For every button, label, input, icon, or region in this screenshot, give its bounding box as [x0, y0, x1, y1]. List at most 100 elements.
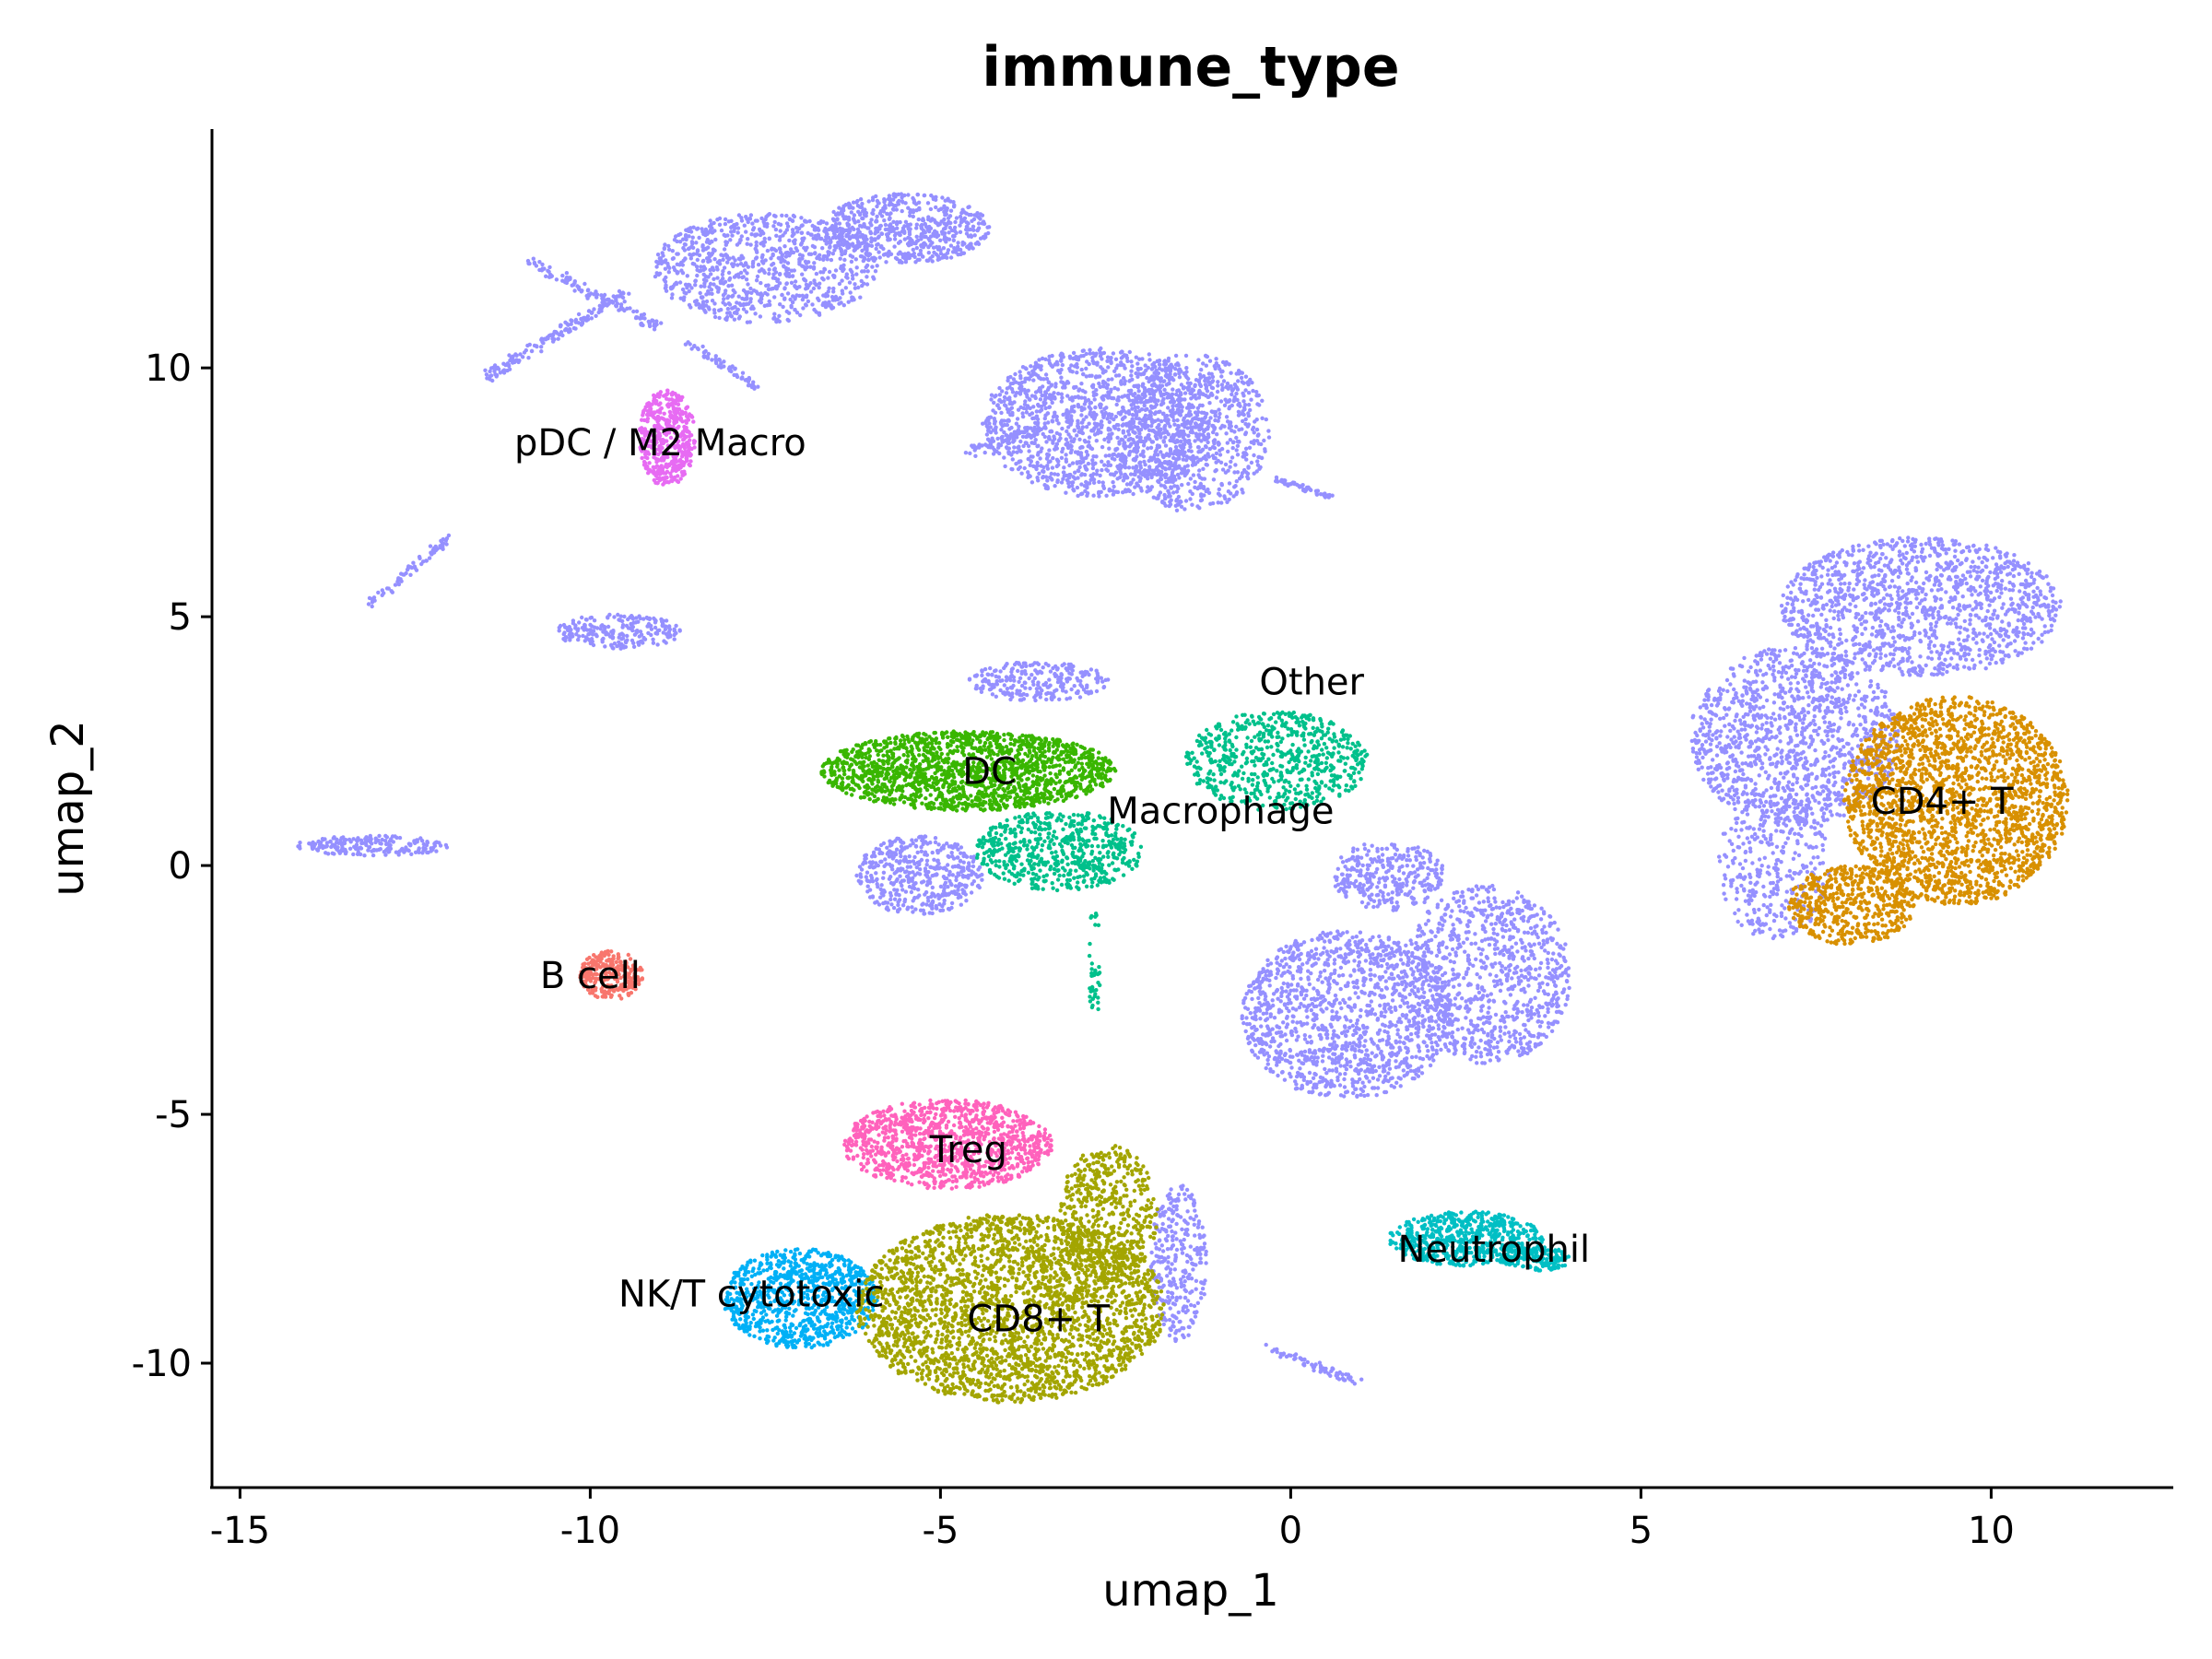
data-point	[1260, 416, 1265, 420]
data-point	[871, 207, 876, 213]
data-point	[1106, 677, 1111, 682]
point-cluster-other	[653, 212, 879, 324]
data-point	[556, 336, 560, 341]
data-point	[1151, 393, 1156, 397]
data-point	[701, 265, 706, 269]
data-point	[891, 192, 896, 197]
data-point	[1201, 466, 1206, 471]
data-point	[751, 259, 756, 265]
data-point	[1214, 467, 1218, 473]
data-point	[1083, 399, 1088, 404]
data-point	[736, 213, 742, 218]
data-point	[1004, 391, 1009, 395]
data-point	[695, 249, 700, 253]
data-point	[892, 897, 898, 901]
data-point	[1167, 465, 1172, 471]
data-point	[1049, 696, 1054, 700]
data-point	[1121, 438, 1125, 442]
data-point	[610, 631, 615, 636]
data-point	[684, 237, 688, 242]
data-point	[871, 211, 876, 217]
data-point	[1195, 406, 1201, 410]
data-point	[1043, 680, 1049, 686]
data-point	[1059, 480, 1065, 485]
data-point	[1089, 414, 1095, 419]
data-point	[888, 890, 893, 896]
data-point	[400, 848, 405, 853]
data-point	[1129, 369, 1134, 373]
data-point	[1098, 350, 1103, 355]
data-point	[696, 347, 700, 352]
data-point	[539, 349, 544, 354]
data-point	[1206, 454, 1212, 459]
data-point	[1019, 671, 1024, 676]
data-point	[787, 253, 792, 258]
data-point	[1112, 457, 1117, 462]
data-point	[1159, 428, 1163, 432]
data-point	[409, 852, 414, 856]
data-point	[962, 210, 967, 215]
data-point	[996, 442, 1001, 448]
data-point	[408, 565, 413, 570]
data-point	[866, 226, 871, 230]
data-point	[887, 212, 892, 217]
data-point	[580, 288, 584, 293]
data-point	[681, 298, 687, 302]
data-point	[1031, 682, 1036, 687]
data-point	[1084, 374, 1089, 379]
data-point	[862, 255, 866, 260]
data-point	[1120, 394, 1124, 399]
data-point	[780, 292, 784, 298]
data-point	[1141, 449, 1146, 453]
data-point	[1214, 357, 1218, 361]
data-point	[1126, 465, 1132, 470]
data-point	[1244, 470, 1249, 475]
data-point	[1043, 357, 1048, 361]
data-point	[924, 873, 930, 878]
data-point	[719, 228, 724, 233]
data-point	[1207, 359, 1213, 363]
data-point	[1213, 366, 1218, 371]
data-point	[931, 245, 936, 250]
data-point	[1230, 445, 1235, 451]
data-point	[998, 669, 1003, 674]
data-point	[1114, 402, 1119, 407]
data-point	[1027, 371, 1031, 375]
data-point	[1043, 406, 1048, 411]
data-point	[664, 283, 668, 288]
data-point	[1100, 394, 1106, 399]
data-point	[1189, 419, 1194, 424]
data-point	[748, 300, 753, 304]
data-point	[1045, 452, 1050, 457]
data-point	[1195, 486, 1200, 491]
data-point	[1150, 468, 1155, 473]
data-point	[746, 383, 751, 388]
data-point	[434, 849, 439, 853]
data-point	[551, 339, 556, 344]
data-point	[622, 300, 627, 304]
data-point	[700, 300, 706, 304]
data-point	[1142, 403, 1147, 408]
data-point	[712, 282, 716, 287]
data-point	[663, 279, 668, 284]
data-point	[1237, 439, 1241, 444]
data-point	[998, 420, 1004, 425]
data-point	[1138, 435, 1143, 440]
data-point	[1065, 380, 1070, 384]
data-point	[1109, 414, 1113, 418]
data-point	[792, 268, 796, 273]
data-point	[1124, 455, 1128, 460]
data-point	[706, 351, 711, 357]
data-point	[1018, 459, 1023, 464]
data-point	[760, 259, 766, 264]
data-point	[976, 221, 982, 226]
data-point	[1002, 455, 1006, 460]
data-point	[745, 271, 749, 276]
data-point	[384, 586, 390, 591]
data-point	[1215, 389, 1220, 394]
data-point	[999, 399, 1004, 405]
data-point	[874, 194, 878, 199]
data-point	[672, 629, 677, 633]
data-point	[736, 294, 741, 299]
data-point	[729, 283, 735, 288]
